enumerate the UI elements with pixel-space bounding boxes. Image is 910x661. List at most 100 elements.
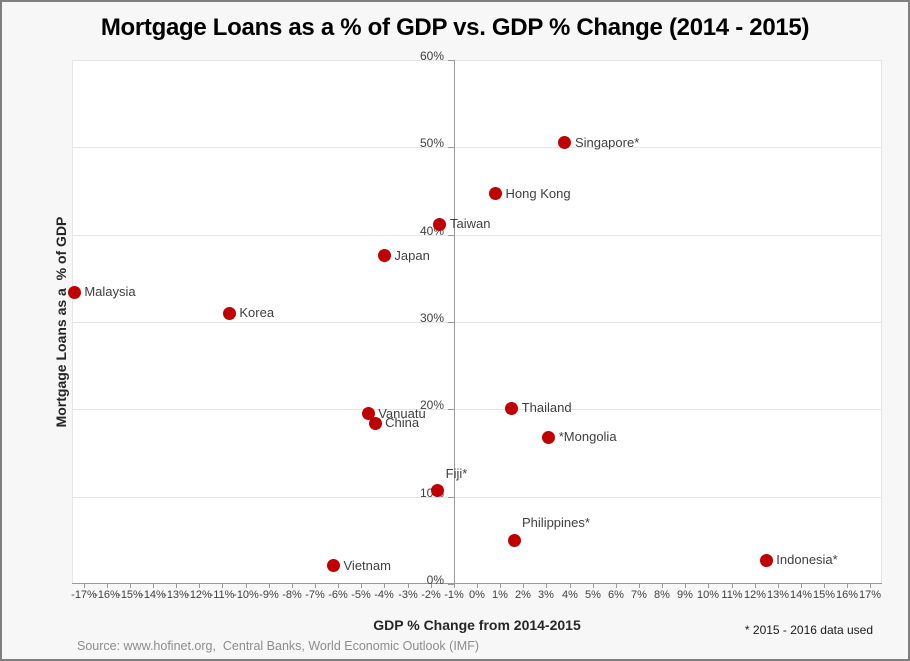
- data-point-malaysia: [67, 285, 81, 299]
- point-label-malaysia: Malaysia: [84, 284, 136, 300]
- x-tick: [570, 584, 571, 588]
- x-tick: [616, 584, 617, 588]
- x-tick: [546, 584, 547, 588]
- y-axis-title: Mortgage Loans as a % of GDP: [53, 216, 69, 428]
- chart-title: Mortgage Loans as a % of GDP vs. GDP % C…: [100, 14, 810, 41]
- x-tick-label: 12%: [743, 589, 767, 601]
- gridline: [72, 147, 882, 148]
- x-tick-label: -16%: [94, 589, 120, 601]
- x-tick-label: -8%: [282, 589, 302, 601]
- x-tick: [732, 584, 733, 588]
- x-tick: [431, 584, 432, 588]
- point-label-thailand: Thailand: [521, 400, 572, 416]
- x-tick-label: -2%: [421, 589, 441, 601]
- y-tick: [448, 497, 454, 498]
- point-label-vietnam: Vietnam: [343, 557, 391, 573]
- x-tick-label: 6%: [608, 589, 624, 601]
- plot-area: 0%10%20%30%40%50%60%-17%-16%-15%-14%-13%…: [67, 49, 882, 601]
- point-label-hong-kong: Hong Kong: [505, 185, 571, 201]
- gridline: [72, 497, 882, 498]
- x-tick: [824, 584, 825, 588]
- x-tick: [847, 584, 848, 588]
- x-tick-label: -12%: [186, 589, 212, 601]
- x-tick: [107, 584, 108, 588]
- x-tick: [384, 584, 385, 588]
- source-note: Source: www.hofinet.org, Central Banks, …: [77, 639, 480, 653]
- x-tick: [454, 584, 455, 588]
- x-axis-line: [72, 583, 882, 584]
- x-tick: [639, 584, 640, 588]
- point-label-singapore: Singapore*: [574, 134, 640, 150]
- point-label-taiwan: Taiwan: [449, 216, 491, 232]
- x-tick: [315, 584, 316, 588]
- x-tick: [662, 584, 663, 588]
- x-tick-label: -17%: [71, 589, 97, 601]
- data-point-hong-kong: [489, 187, 502, 201]
- x-tick-label: 9%: [677, 589, 693, 601]
- x-tick-label: -7%: [305, 589, 325, 601]
- y-tick: [448, 322, 454, 323]
- x-tick: [176, 584, 177, 588]
- x-tick: [246, 584, 247, 588]
- y-tick-label: 60%: [419, 49, 444, 63]
- x-tick-label: 14%: [789, 589, 813, 601]
- x-tick: [338, 584, 339, 588]
- x-tick-label: -6%: [328, 589, 348, 601]
- x-tick-label: 16%: [835, 589, 859, 601]
- x-axis-title: GDP % Change from 2014-2015: [373, 617, 581, 633]
- data-point-taiwan: [433, 217, 447, 231]
- point-label-china: China: [385, 415, 420, 431]
- y-tick: [448, 235, 454, 236]
- y-tick-label: 0%: [426, 573, 444, 587]
- x-tick: [801, 584, 802, 588]
- y-tick: [448, 60, 454, 61]
- point-label-fiji: Fiji*: [445, 465, 468, 481]
- point-label-korea: Korea: [239, 305, 275, 321]
- x-tick-label: 3%: [538, 589, 554, 601]
- x-tick-label: 11%: [721, 589, 743, 601]
- x-tick-label: 7%: [631, 589, 647, 601]
- x-tick: [361, 584, 362, 588]
- x-tick: [130, 584, 131, 588]
- x-tick-label: 17%: [858, 589, 882, 601]
- x-tick: [292, 584, 293, 588]
- x-tick-label: 0%: [469, 589, 485, 601]
- x-tick: [199, 584, 200, 588]
- x-tick-label: 13%: [766, 589, 790, 601]
- x-tick: [778, 584, 779, 588]
- x-tick: [84, 584, 85, 588]
- y-axis-line: [454, 60, 455, 584]
- data-point-thailand: [505, 401, 519, 415]
- x-tick: [685, 584, 686, 588]
- point-label-japan: Japan: [394, 247, 430, 263]
- x-tick: [222, 584, 223, 588]
- x-tick-label: -15%: [117, 589, 143, 601]
- x-tick: [708, 584, 709, 588]
- x-tick: [870, 584, 871, 588]
- x-tick-label: -4%: [374, 589, 394, 601]
- data-point-china: [368, 416, 382, 430]
- plot-border-top: [72, 60, 882, 61]
- x-tick-label: -3%: [398, 589, 418, 601]
- x-tick-label: 1%: [492, 589, 508, 601]
- x-tick-label: 5%: [585, 589, 601, 601]
- gridline: [72, 235, 882, 236]
- data-point-japan: [377, 249, 391, 263]
- x-tick: [755, 584, 756, 588]
- point-label-indonesia: Indonesia*: [776, 552, 838, 568]
- point-label-philippines: Philippines*: [522, 515, 590, 531]
- data-point-korea: [222, 306, 236, 320]
- data-point-vietnam: [327, 559, 340, 573]
- data-point-fiji: [431, 484, 445, 498]
- y-tick: [448, 584, 454, 585]
- y-tick-label: 20%: [419, 398, 444, 412]
- point-label-mongolia: *Mongolia: [558, 429, 617, 445]
- x-tick-label: 15%: [812, 589, 836, 601]
- x-tick-label: -11%: [209, 589, 235, 601]
- x-tick-label: 8%: [654, 589, 670, 601]
- y-tick-label: 50%: [419, 136, 444, 150]
- data-point-mongolia: [542, 430, 556, 444]
- x-tick: [477, 584, 478, 588]
- x-tick-label: -1%: [444, 589, 464, 601]
